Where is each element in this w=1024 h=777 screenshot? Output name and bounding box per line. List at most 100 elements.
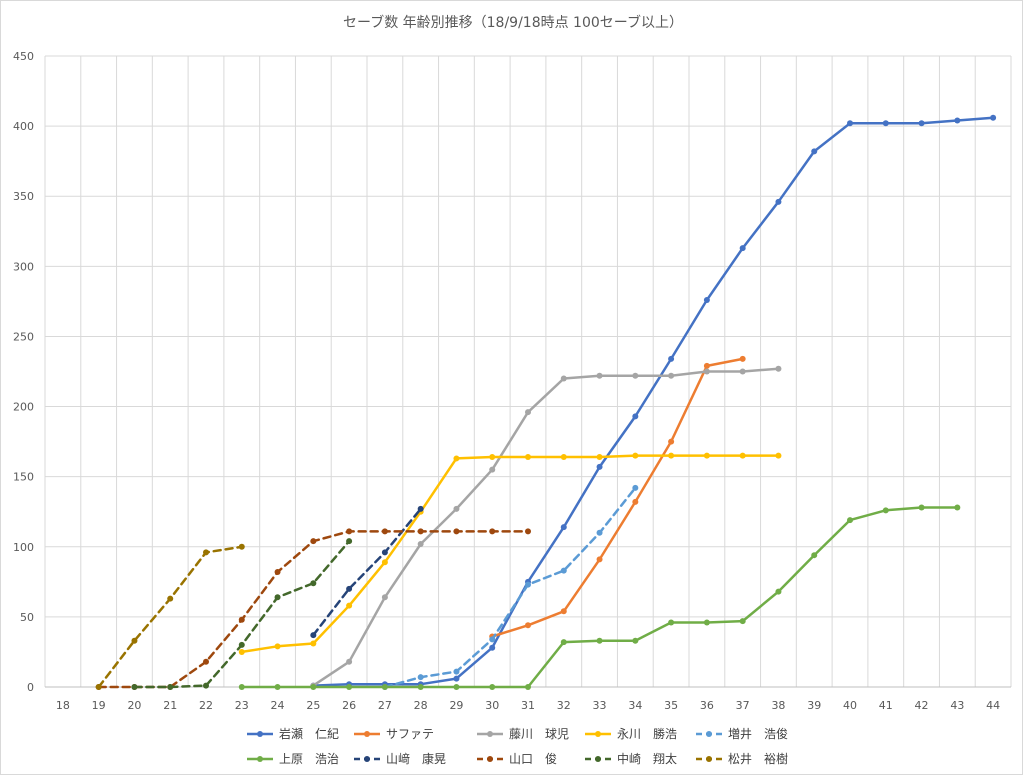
- legend-item: サファテ: [354, 727, 434, 741]
- series-9: [131, 538, 353, 690]
- data-point: [203, 658, 209, 665]
- x-tick-label: 25: [306, 699, 320, 712]
- data-point: [560, 454, 567, 461]
- data-point: [417, 505, 424, 512]
- series-line: [312, 507, 422, 637]
- legend-label: 松井 裕樹: [728, 751, 788, 766]
- x-tick-label: 36: [700, 699, 714, 712]
- x-tick-label: 35: [664, 699, 678, 712]
- y-tick-label: 250: [13, 330, 34, 343]
- y-tick-label: 50: [20, 611, 34, 624]
- data-point: [489, 636, 496, 643]
- data-point: [238, 616, 245, 623]
- data-point: [560, 567, 567, 574]
- data-point: [95, 684, 102, 690]
- axis-layer: 0 50 100 150 200 250 300 350 400 450 18 19 20 21 22 23 2…: [13, 50, 1011, 712]
- data-point: [310, 640, 317, 647]
- legend-marker: [487, 756, 493, 762]
- legend-label: 山﨑 康晃: [386, 751, 446, 766]
- data-point: [381, 559, 388, 566]
- data-point: [739, 355, 746, 362]
- data-point: [703, 296, 710, 303]
- y-tick-label: 450: [13, 50, 34, 63]
- x-tick-label: 33: [593, 699, 607, 712]
- legend-label: 永川 勝浩: [617, 726, 677, 741]
- data-point: [453, 684, 460, 690]
- y-tick-label: 350: [13, 190, 34, 203]
- data-point: [668, 372, 675, 379]
- data-point: [882, 507, 889, 514]
- legend-marker: [364, 756, 370, 762]
- data-point: [775, 365, 782, 372]
- data-point: [703, 619, 710, 626]
- data-point: [668, 619, 675, 626]
- data-point: [274, 684, 281, 690]
- x-tick-label: 30: [485, 699, 499, 712]
- y-tick-label: 400: [13, 120, 34, 133]
- data-point: [453, 675, 460, 682]
- data-point: [990, 114, 997, 121]
- data-point: [238, 648, 245, 655]
- data-point: [632, 637, 639, 644]
- data-point: [632, 372, 639, 379]
- x-tick-label: 37: [736, 699, 750, 712]
- x-tick-label: 40: [843, 699, 857, 712]
- data-point: [525, 528, 531, 535]
- data-point: [596, 556, 603, 563]
- data-point: [203, 549, 209, 556]
- data-point: [596, 463, 603, 470]
- data-point: [453, 455, 460, 462]
- x-tick-label: 20: [127, 699, 141, 712]
- series-5: [381, 484, 639, 690]
- data-point: [560, 524, 567, 531]
- data-point: [775, 198, 782, 205]
- y-tick-label: 0: [27, 681, 34, 694]
- data-point: [489, 454, 496, 461]
- data-point: [739, 452, 746, 459]
- data-point: [346, 684, 353, 690]
- data-point: [381, 528, 388, 535]
- series-10: [95, 543, 245, 690]
- data-point: [525, 581, 531, 588]
- data-point: [346, 658, 353, 665]
- data-point: [596, 454, 603, 461]
- data-point: [238, 684, 245, 690]
- data-point: [596, 529, 603, 536]
- data-point: [560, 375, 567, 382]
- y-tick-label: 150: [13, 471, 34, 484]
- x-tick-label: 31: [521, 699, 535, 712]
- legend-item: 山口 俊: [477, 751, 557, 766]
- x-tick-label: 22: [199, 699, 213, 712]
- data-point: [417, 674, 424, 681]
- legend-marker: [595, 756, 601, 762]
- data-point: [203, 682, 209, 689]
- data-point: [238, 641, 245, 648]
- data-point: [632, 484, 639, 491]
- legend-label: 藤川 球児: [509, 727, 569, 741]
- data-point: [346, 538, 353, 545]
- data-point: [346, 602, 353, 609]
- legend-item: 上原 浩治: [247, 752, 339, 766]
- data-point: [274, 594, 281, 601]
- series-line: [133, 539, 351, 689]
- data-point: [560, 639, 567, 646]
- data-point: [954, 117, 961, 124]
- data-point: [811, 552, 818, 559]
- data-point: [167, 684, 174, 690]
- legend-label: 山口 俊: [509, 751, 557, 766]
- data-point: [668, 438, 675, 445]
- x-tick-label: 44: [986, 699, 1000, 712]
- data-point: [525, 409, 531, 416]
- data-point: [453, 528, 460, 535]
- y-tick-label: 200: [13, 401, 34, 414]
- data-point: [739, 368, 746, 375]
- series-line: [312, 367, 780, 687]
- data-point: [346, 585, 353, 592]
- data-point: [381, 684, 388, 690]
- data-point: [632, 452, 639, 459]
- x-tick-label: 38: [771, 699, 785, 712]
- data-point: [882, 120, 889, 127]
- data-point: [167, 595, 174, 602]
